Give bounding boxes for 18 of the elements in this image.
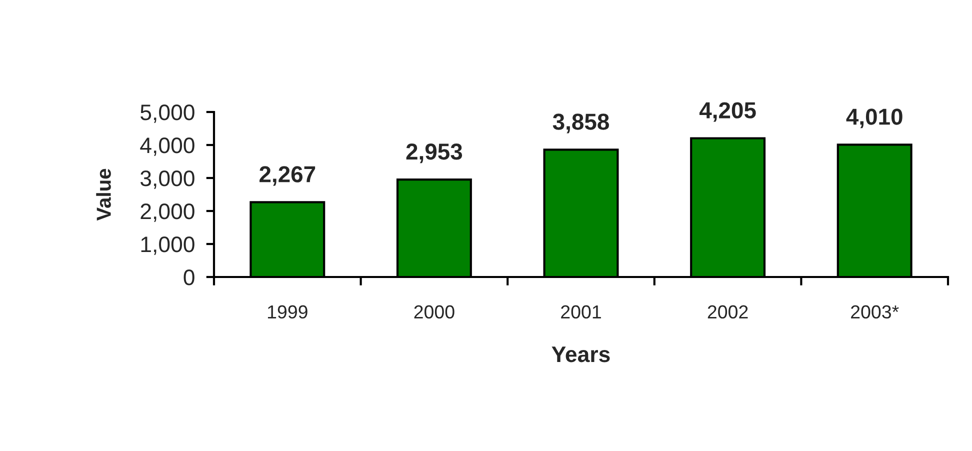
x-tick-label: 1999 bbox=[268, 305, 308, 319]
y-tick-label: 1,000 bbox=[141, 236, 194, 255]
data-label: 2,267 bbox=[260, 166, 316, 186]
x-axis-title: Years bbox=[552, 346, 610, 362]
y-tick-label: 4,000 bbox=[140, 138, 194, 156]
data-label: 2,953 bbox=[406, 144, 462, 164]
data-label: 3,858 bbox=[552, 114, 609, 134]
data-label: 4,205 bbox=[699, 102, 756, 122]
x-tick-label: 2003* bbox=[851, 305, 899, 319]
x-tick-label: 2000 bbox=[414, 305, 454, 319]
y-tick-label: 3,000 bbox=[140, 170, 194, 189]
data-label: 4,010 bbox=[846, 108, 902, 128]
y-tick-label: 0 bbox=[184, 270, 194, 286]
y-axis-title: Value bbox=[96, 168, 111, 221]
y-tick-label: 2,000 bbox=[140, 204, 194, 222]
x-tick-label: 2002 bbox=[708, 305, 748, 319]
x-tick-label: 2001 bbox=[561, 305, 601, 319]
y-tick-label: 5,000 bbox=[140, 104, 194, 123]
